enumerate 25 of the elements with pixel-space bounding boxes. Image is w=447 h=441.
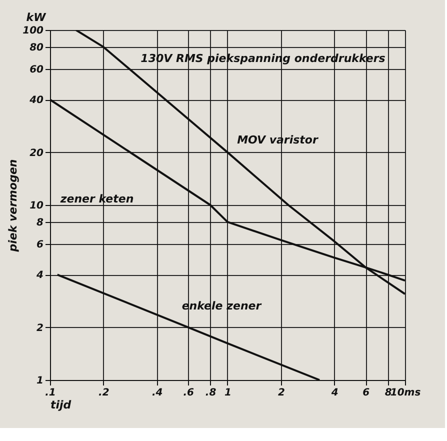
x-tick-label: 1 <box>224 388 232 398</box>
text: kW <box>26 11 47 24</box>
y-tick-label: 10 <box>30 200 44 212</box>
x-axis-title: tijd <box>50 398 72 412</box>
y-tick-label: 20 <box>30 148 44 159</box>
x-tick-label: 2 <box>278 388 285 398</box>
x-tick-label: .2 <box>98 388 110 398</box>
x-tick-label: .1 <box>45 388 56 398</box>
x-tick-label: .4 <box>152 388 163 398</box>
y-tick-label: 2 <box>36 322 44 334</box>
y-tick-label: 100 <box>22 26 44 36</box>
y-tick-label: 6 <box>36 239 44 250</box>
x-tick-label: .6 <box>183 388 194 398</box>
y-tick-label: 4 <box>36 270 44 282</box>
x-tick-label: 4 <box>330 388 338 398</box>
y-tick-label: 60 <box>30 64 44 76</box>
x-tick-label: 8 <box>384 388 392 398</box>
x-tick-label: 6 <box>362 388 370 398</box>
y-tick-label: 1 <box>36 376 44 386</box>
x-tick-label: .8 <box>205 388 216 398</box>
y-axis-title: piek vermogen <box>6 159 20 253</box>
y-tick-label: 8 <box>36 217 44 228</box>
y-tick-label: 40 <box>28 95 44 106</box>
y-tick-label: 80 <box>30 42 44 54</box>
x-tick-label: 10ms <box>390 388 421 398</box>
